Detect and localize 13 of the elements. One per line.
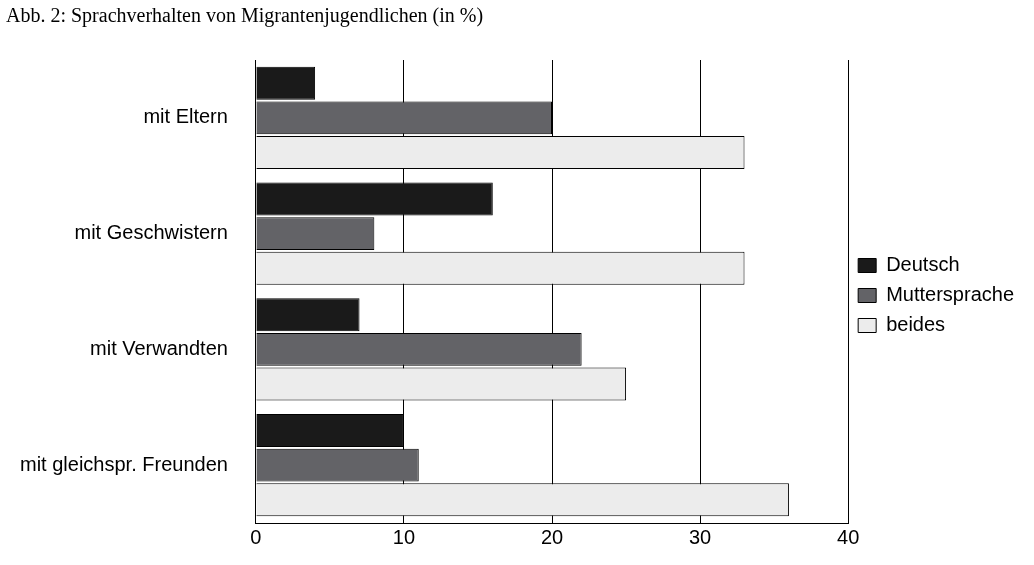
- legend-label: Deutsch: [886, 253, 960, 276]
- legend-label: Muttersprache: [886, 283, 1015, 306]
- x-tick-label: 20: [540, 525, 564, 548]
- x-tick-label: 40: [837, 525, 860, 548]
- x-tick-label: 30: [688, 525, 712, 548]
- x-tick-label: 0: [250, 525, 262, 548]
- chart-title: Abb. 2: Sprachverhalten von Migrantenjugendlichen (in %): [6, 4, 485, 28]
- y-tick-label: mit Geschwistern: [74, 221, 228, 244]
- y-tick-label: mit Eltern: [143, 105, 228, 128]
- y-tick-label: mit Verwandten: [90, 336, 228, 359]
- legend-label: beides: [886, 313, 946, 336]
- y-tick-label: mit gleichspr. Freunden: [19, 452, 228, 475]
- x-tick-label: 10: [392, 525, 416, 548]
